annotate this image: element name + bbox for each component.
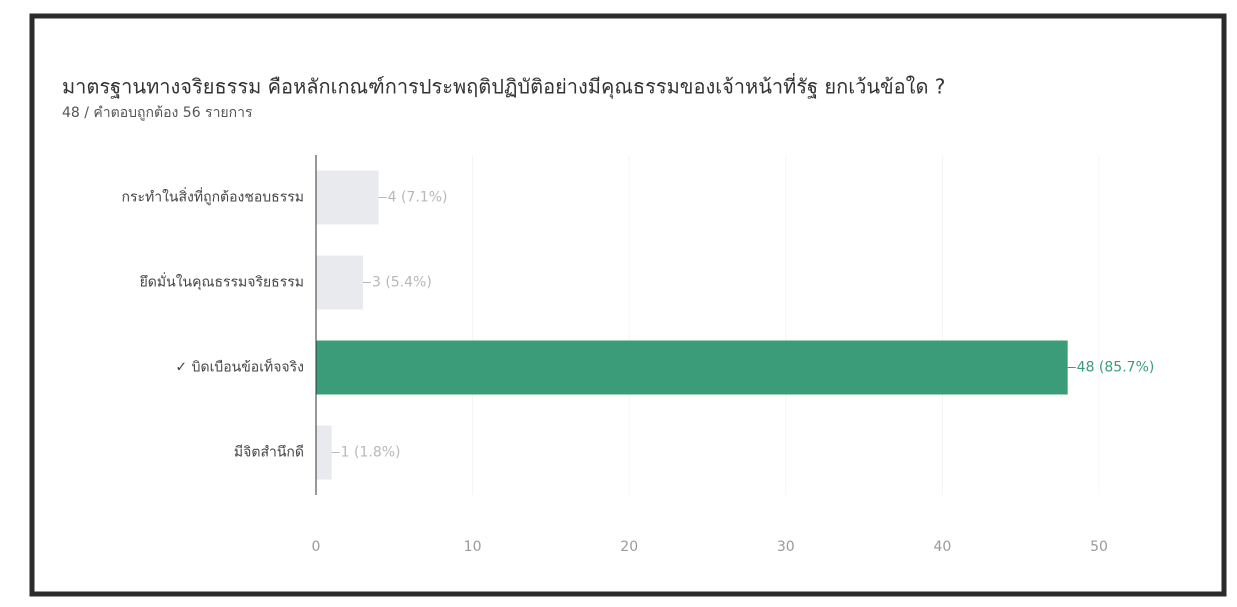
x-tick-label: 0: [312, 539, 321, 555]
value-label: 3 (5.4%): [372, 275, 432, 291]
x-tick-label: 50: [1090, 539, 1108, 555]
chart-subtitle: 48 / คำตอบถูกต้อง 56 รายการ: [62, 105, 253, 121]
value-label: 48 (85.7%): [1077, 360, 1155, 376]
bar: [316, 170, 379, 225]
bar: [316, 425, 332, 480]
y-tick-label: กระทำในสิ่งที่ถูกต้องชอบธรรม: [121, 188, 304, 206]
x-tick-label: 10: [464, 539, 482, 555]
chart-title: มาตรฐานทางจริยธรรม คือหลักเกณฑ์การประพฤต…: [62, 73, 945, 100]
bar: [316, 255, 363, 310]
y-tick-label: มีจิตสำนึกดี: [234, 445, 304, 461]
x-tick-label: 20: [620, 539, 638, 555]
y-tick-label: ยึดมั่นในคุณธรรมจริยธรรม: [140, 273, 304, 291]
x-tick-label: 30: [777, 539, 795, 555]
card-frame: [29, 13, 1227, 597]
y-tick-label: ✓ บิดเบือนข้อเท็จจริง: [175, 358, 304, 376]
bar: [316, 340, 1068, 395]
value-label: 1 (1.8%): [341, 445, 401, 461]
x-tick-label: 40: [933, 539, 951, 555]
value-label: 4 (7.1%): [388, 190, 448, 206]
